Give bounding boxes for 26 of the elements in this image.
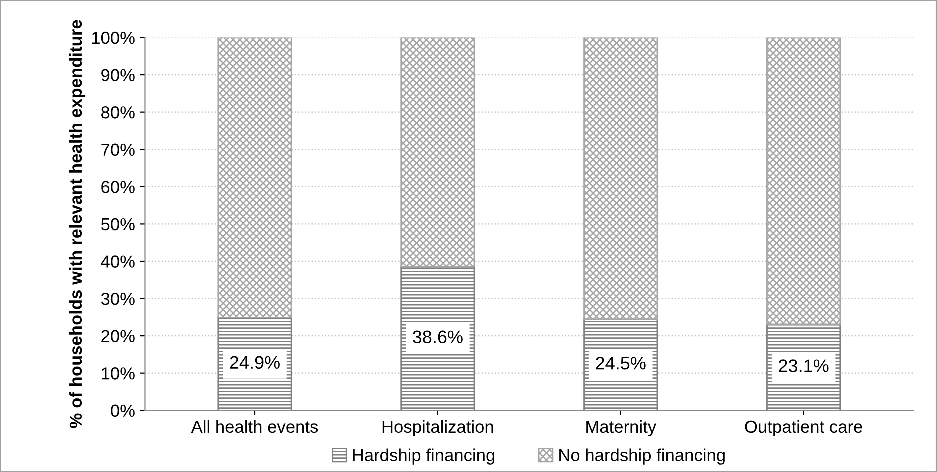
y-tick-label: 0% <box>111 404 135 418</box>
y-tick-label: 50% <box>101 218 135 231</box>
x-tick-label: Outpatient care <box>745 420 862 437</box>
data-label: 23.1% <box>779 360 829 372</box>
bar <box>400 38 476 268</box>
y-tick-label: 80% <box>102 106 135 119</box>
y-tick-label: 60% <box>102 181 135 194</box>
data-label: 24.9% <box>230 356 280 370</box>
x-tick-label: Hospitalization <box>382 420 494 437</box>
y-tick-label: 70% <box>102 144 135 156</box>
x-tick-label: Maternity <box>586 420 657 437</box>
y-axis-title: % of households with relevant health expenditure <box>69 20 86 428</box>
data-label: 24.5% <box>596 357 646 370</box>
legend-label: No hardship financing <box>560 448 725 465</box>
y-tick-label: 100% <box>92 32 135 44</box>
y-tick-label: 10% <box>102 368 135 380</box>
bar <box>218 38 292 318</box>
y-tick-label: 90% <box>102 69 135 82</box>
data-label: 38.6% <box>413 330 463 344</box>
bar <box>766 38 842 326</box>
y-tick-label: 30% <box>101 292 135 306</box>
y-tick-label: 20% <box>102 330 135 343</box>
x-tick-label: All health events <box>191 420 318 434</box>
legend-label: Hardship financing <box>353 448 495 465</box>
y-tick-label: 40% <box>101 256 135 268</box>
bar <box>584 38 658 320</box>
